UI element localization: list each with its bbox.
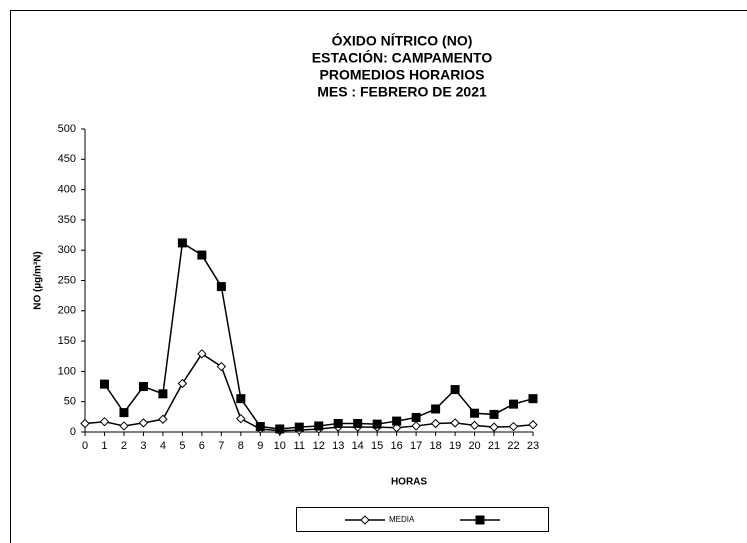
x-tick-label: 0 [82,440,88,452]
x-tick-label: 18 [429,440,441,452]
chart-title: ESTACIÓN: CAMPAMENTO [312,49,493,66]
x-axis-label: HORAS [391,477,427,488]
y-tick-label: 500 [58,123,76,135]
data-point [469,420,480,431]
legend-label: MEDIA [389,515,415,524]
data-point [80,418,90,429]
data-point [275,424,285,434]
data-point [138,382,148,392]
data-point [333,419,343,429]
x-tick-label: 15 [371,440,383,452]
x-tick-label: 6 [199,440,205,452]
y-tick-label: 450 [58,153,76,165]
x-tick-label: 20 [468,440,480,452]
data-point [509,399,519,409]
data-point [430,418,441,429]
chart-title: MES : FEBRERO DE 2021 [317,84,487,100]
x-tick-label: 5 [179,440,185,452]
series-line [103,241,534,430]
series-line [84,352,534,432]
y-tick-label: 200 [58,305,76,317]
x-tick-label: 13 [332,440,344,452]
data-point [372,419,382,429]
data-point [236,394,246,404]
legend-marker [360,515,370,525]
data-point [450,418,460,428]
x-tick-label: 3 [140,440,146,452]
x-tick-label: 7 [218,440,224,452]
x-tick-label: 14 [352,440,364,452]
x-tick-label: 10 [274,440,286,452]
y-tick-label: 0 [70,426,76,438]
x-tick-label: 21 [488,440,500,452]
data-point [294,422,304,432]
legend-marker [475,515,485,525]
y-axis-label: NO (µg/m³N) [33,251,44,310]
data-point [528,394,538,404]
chart-frame [10,10,747,543]
x-tick-label: 9 [257,440,263,452]
y-tick-label: 400 [58,184,76,196]
data-point [392,416,402,426]
data-point [158,389,168,399]
chart-title: PROMEDIOS HORARIOS [320,67,485,83]
data-point [353,419,363,429]
data-point [99,416,110,427]
data-point [99,379,109,389]
x-tick-label: 17 [410,440,422,452]
x-tick-label: 1 [101,440,107,452]
y-tick-label: 350 [58,214,76,226]
y-tick-label: 150 [58,335,76,347]
data-point [489,422,499,432]
data-point [431,404,441,414]
x-tick-label: 12 [313,440,325,452]
data-point [470,408,480,418]
data-point [197,250,207,260]
data-point [158,414,168,424]
x-tick-label: 19 [449,440,461,452]
data-point [314,421,324,431]
data-point [411,421,421,431]
data-point [255,422,265,432]
data-point [450,385,460,395]
x-tick-label: 11 [294,440,305,452]
x-tick-label: 22 [507,440,519,452]
x-tick-label: 16 [391,440,403,452]
x-tick-label: 8 [238,440,244,452]
data-point [489,409,499,419]
data-point [528,420,538,430]
data-point [411,412,421,422]
data-point [138,418,149,428]
data-point [216,361,227,372]
y-tick-label: 50 [64,396,76,408]
data-point [177,238,187,248]
data-point [391,423,402,433]
data-point [197,349,207,359]
data-point [508,421,519,432]
data-point [216,282,226,292]
y-tick-label: 300 [58,244,76,256]
legend-box [296,507,549,532]
x-tick-label: 23 [527,440,539,452]
data-point [236,413,246,424]
data-point [119,408,129,418]
data-point [177,378,188,389]
x-tick-label: 2 [121,440,127,452]
chart-title: ÓXIDO NÍTRICO (NO) [332,32,473,49]
data-point [119,421,129,431]
y-tick-label: 250 [58,274,76,286]
y-tick-label: 100 [58,365,76,377]
x-tick-label: 4 [160,440,166,452]
